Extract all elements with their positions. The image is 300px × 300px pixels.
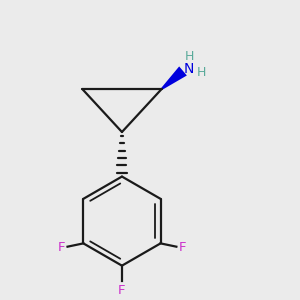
Polygon shape	[161, 66, 187, 90]
Text: F: F	[179, 241, 187, 254]
Text: H: H	[184, 50, 194, 63]
Text: N: N	[184, 61, 194, 76]
Text: H: H	[196, 66, 206, 79]
Text: F: F	[118, 284, 126, 297]
Text: F: F	[57, 241, 65, 254]
